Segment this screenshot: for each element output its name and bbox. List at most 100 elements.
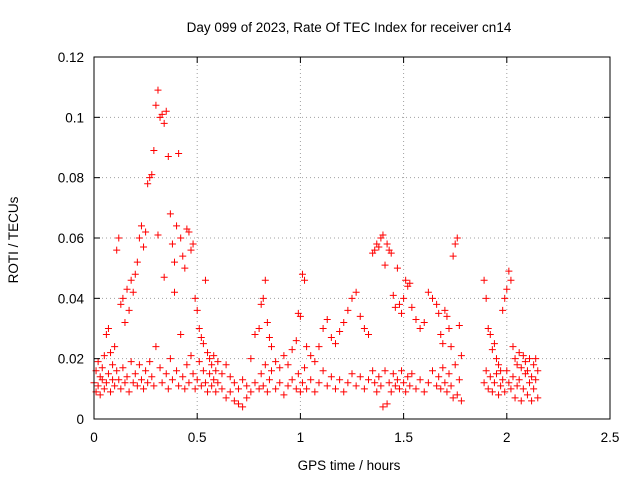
- data-point: [532, 355, 540, 363]
- data-point: [406, 382, 414, 390]
- data-point: [402, 276, 410, 284]
- data-point: [480, 379, 488, 387]
- data-point: [179, 373, 187, 381]
- data-point: [104, 370, 112, 378]
- data-point: [371, 246, 379, 254]
- data-point: [259, 294, 267, 302]
- data-point: [183, 361, 191, 369]
- data-point: [365, 331, 373, 339]
- data-point: [296, 388, 304, 396]
- data-point: [400, 379, 408, 387]
- y-tick-label: 0.08: [58, 171, 84, 186]
- data-point: [261, 276, 269, 284]
- data-point: [435, 309, 443, 317]
- data-point: [239, 376, 247, 384]
- data-point: [170, 258, 178, 266]
- data-point: [534, 367, 542, 375]
- data-point: [127, 358, 135, 366]
- data-point: [499, 376, 507, 384]
- data-point: [404, 373, 412, 381]
- data-point: [284, 361, 292, 369]
- data-point: [259, 382, 267, 390]
- data-point: [356, 373, 364, 381]
- data-point: [265, 376, 273, 384]
- data-point: [315, 343, 323, 351]
- data-point: [173, 367, 181, 375]
- data-point: [119, 364, 127, 372]
- data-point: [160, 273, 168, 281]
- x-tick-label: 2.5: [601, 430, 620, 445]
- data-point: [453, 234, 461, 242]
- x-axis-label: GPS time / hours: [298, 458, 401, 473]
- data-point: [381, 367, 389, 375]
- data-point: [360, 385, 368, 393]
- data-point: [162, 370, 170, 378]
- data-point: [484, 325, 492, 332]
- data-point: [311, 358, 319, 366]
- data-point: [517, 364, 525, 372]
- data-point: [272, 385, 280, 393]
- data-point: [445, 370, 453, 378]
- data-point: [142, 367, 150, 375]
- data-point: [98, 364, 106, 372]
- data-point: [323, 315, 331, 323]
- y-tick-label: 0.1: [65, 110, 84, 125]
- data-point: [331, 340, 339, 348]
- data-point: [389, 291, 397, 299]
- data-point: [526, 379, 534, 387]
- data-point: [492, 370, 500, 378]
- data-point: [144, 180, 152, 188]
- data-point: [383, 240, 391, 248]
- data-point: [247, 388, 255, 396]
- data-point: [276, 379, 284, 387]
- data-point: [261, 361, 269, 369]
- data-point: [263, 318, 271, 326]
- data-point: [193, 306, 201, 314]
- data-point: [408, 303, 416, 311]
- data-point: [379, 231, 387, 239]
- data-point: [344, 306, 352, 314]
- data-point: [389, 370, 397, 378]
- data-point: [181, 264, 189, 272]
- data-point: [197, 382, 205, 390]
- data-point: [511, 355, 519, 363]
- data-point: [102, 331, 110, 339]
- data-point: [340, 388, 348, 396]
- data-point: [424, 288, 432, 296]
- data-point: [365, 376, 373, 384]
- data-point: [402, 388, 410, 396]
- data-point: [449, 252, 457, 260]
- data-point: [121, 318, 129, 326]
- data-point: [133, 382, 141, 390]
- data-point: [125, 306, 133, 314]
- tick-labels: 0 0.5 1 1.5 2 2.5 0 0.02 0.04 0.06 0.08 0.1 0.12: [58, 50, 620, 445]
- data-point: [375, 243, 383, 251]
- data-point: [160, 119, 168, 127]
- data-point: [385, 379, 393, 387]
- data-point: [348, 370, 356, 378]
- data-point: [117, 300, 125, 308]
- data-point: [480, 276, 488, 284]
- data-point: [499, 306, 507, 314]
- data-point: [206, 355, 214, 363]
- data-point: [280, 352, 288, 360]
- data-point: [98, 376, 106, 384]
- data-point: [530, 385, 538, 393]
- x-tick-label: 2: [503, 430, 511, 445]
- data-point: [137, 222, 145, 230]
- data-point: [214, 358, 222, 366]
- data-point: [177, 234, 185, 242]
- data-point: [288, 346, 296, 354]
- data-point: [263, 388, 271, 396]
- data-point: [199, 367, 207, 375]
- data-point: [257, 370, 265, 378]
- data-point: [301, 364, 309, 372]
- data-point: [505, 379, 513, 387]
- data-point: [292, 385, 300, 393]
- data-point: [280, 391, 288, 399]
- y-tick-label: 0.02: [58, 352, 84, 367]
- data-point: [428, 294, 436, 302]
- data-point: [243, 394, 251, 402]
- data-point: [507, 385, 515, 393]
